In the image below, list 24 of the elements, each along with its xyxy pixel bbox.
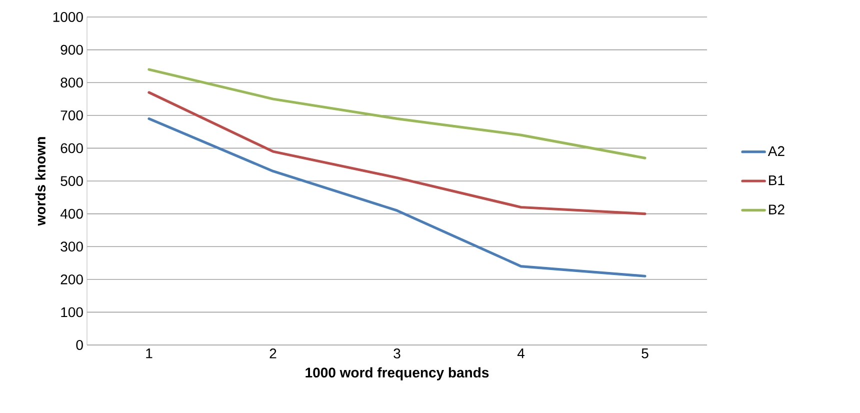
legend-label: A2 xyxy=(768,146,784,156)
y-axis-title: words known xyxy=(35,137,46,226)
y-tick-label: 300 xyxy=(60,242,83,252)
y-tick-label: 600 xyxy=(60,143,83,154)
y-tick-label: 100 xyxy=(61,307,83,318)
y-tick-label: 1000 xyxy=(53,12,83,22)
y-tick-label: 900 xyxy=(60,44,83,55)
line-series xyxy=(148,117,646,278)
x-tick-label: 2 xyxy=(270,348,276,358)
x-tick-label: 1 xyxy=(146,348,152,358)
line-series xyxy=(148,91,646,216)
x-axis-title: 1000 word frequency bands xyxy=(306,367,489,380)
y-tick-label: 800 xyxy=(60,78,83,88)
y-tick-label: 400 xyxy=(60,208,83,219)
legend-label: B2 xyxy=(769,204,784,214)
x-tick-label: 3 xyxy=(394,348,400,358)
y-tick-label: 0 xyxy=(76,340,83,350)
legend-label: B1 xyxy=(769,175,784,186)
line-series xyxy=(148,68,646,160)
y-tick-label: 500 xyxy=(60,176,83,186)
x-tick-label: 4 xyxy=(517,348,524,358)
y-tick-label: 700 xyxy=(60,110,83,120)
y-tick-label: 200 xyxy=(60,274,83,284)
x-tick-label: 5 xyxy=(642,348,648,358)
